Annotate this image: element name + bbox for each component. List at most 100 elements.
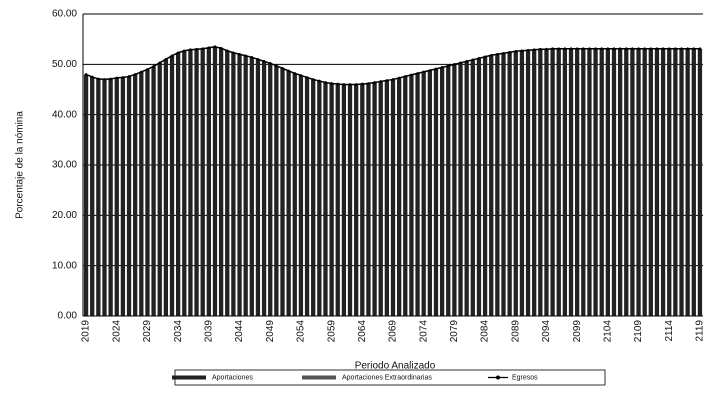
marker bbox=[354, 83, 358, 86]
marker bbox=[90, 75, 94, 79]
marker bbox=[268, 62, 272, 65]
bar bbox=[390, 79, 396, 316]
x-tick-label: 2109 bbox=[633, 320, 644, 343]
marker bbox=[532, 48, 536, 52]
bar bbox=[311, 79, 316, 316]
marker bbox=[416, 72, 419, 75]
bar bbox=[654, 48, 660, 316]
x-tick-label: 2059 bbox=[326, 320, 337, 343]
marker bbox=[250, 55, 254, 59]
marker bbox=[649, 47, 653, 51]
marker bbox=[385, 79, 389, 82]
x-tick-label: 2029 bbox=[142, 320, 153, 343]
marker bbox=[551, 47, 554, 51]
bar bbox=[403, 76, 408, 316]
marker bbox=[569, 47, 573, 51]
marker bbox=[195, 47, 198, 51]
x-axis-title: Periodo Analizado bbox=[355, 361, 436, 372]
bar bbox=[519, 50, 525, 316]
marker bbox=[575, 47, 579, 51]
x-tick-label: 2019 bbox=[81, 320, 92, 343]
bar bbox=[648, 48, 653, 316]
marker bbox=[330, 82, 333, 85]
bar bbox=[587, 48, 592, 316]
marker bbox=[446, 64, 450, 68]
marker bbox=[115, 76, 119, 80]
bar bbox=[139, 71, 144, 316]
bar bbox=[458, 62, 463, 316]
bar bbox=[667, 48, 672, 316]
bar bbox=[525, 50, 531, 317]
marker bbox=[496, 52, 499, 56]
bar bbox=[280, 68, 285, 316]
x-tick-label: 2114 bbox=[664, 320, 675, 342]
bar bbox=[427, 70, 432, 316]
bar bbox=[120, 77, 126, 316]
marker bbox=[674, 47, 677, 51]
marker bbox=[324, 81, 327, 84]
bar bbox=[550, 48, 555, 316]
bar bbox=[605, 48, 610, 316]
marker bbox=[612, 47, 616, 51]
marker bbox=[643, 47, 646, 51]
marker bbox=[127, 75, 131, 78]
x-tick-label: 2024 bbox=[111, 320, 122, 343]
bar bbox=[599, 48, 604, 316]
bar bbox=[83, 74, 89, 317]
marker bbox=[299, 74, 303, 77]
y-tick-label: 60.00 bbox=[52, 9, 77, 20]
marker bbox=[661, 47, 665, 51]
bar bbox=[446, 65, 451, 317]
marker bbox=[594, 47, 597, 51]
bar bbox=[90, 76, 95, 317]
bar bbox=[396, 77, 402, 316]
legend-swatch bbox=[496, 375, 500, 380]
bar bbox=[642, 48, 647, 316]
y-tick-label: 20.00 bbox=[52, 210, 77, 221]
marker bbox=[213, 45, 217, 49]
bar bbox=[225, 50, 230, 316]
bar bbox=[286, 70, 291, 316]
marker bbox=[109, 77, 112, 81]
marker bbox=[256, 58, 260, 61]
bar bbox=[513, 51, 518, 316]
marker bbox=[170, 54, 174, 58]
bar bbox=[593, 48, 598, 316]
bar bbox=[126, 76, 132, 316]
y-tick-label: 0.00 bbox=[58, 311, 78, 322]
marker bbox=[692, 47, 696, 51]
marker bbox=[403, 75, 407, 78]
bar bbox=[212, 46, 218, 316]
bar bbox=[237, 54, 242, 317]
marker bbox=[97, 77, 100, 81]
marker bbox=[281, 67, 284, 70]
marker bbox=[520, 49, 524, 53]
marker bbox=[563, 47, 567, 51]
marker bbox=[667, 47, 671, 51]
marker bbox=[311, 78, 315, 81]
bar bbox=[360, 83, 365, 316]
marker bbox=[133, 73, 137, 76]
bar bbox=[145, 69, 150, 316]
marker bbox=[637, 47, 640, 51]
bar bbox=[532, 49, 537, 317]
bar bbox=[261, 61, 267, 317]
bar bbox=[255, 59, 261, 317]
bar bbox=[274, 65, 279, 317]
bar bbox=[464, 61, 469, 317]
marker bbox=[361, 82, 364, 86]
bar bbox=[685, 48, 690, 316]
y-tick-label: 50.00 bbox=[52, 59, 77, 70]
bar bbox=[415, 73, 420, 316]
marker bbox=[502, 51, 505, 55]
marker bbox=[225, 49, 229, 53]
marker bbox=[539, 47, 542, 51]
x-tick-label: 2079 bbox=[449, 320, 460, 343]
y-axis-title: Porcentaje de la nómina bbox=[15, 111, 26, 219]
bar bbox=[329, 83, 334, 317]
marker bbox=[176, 51, 180, 55]
bar bbox=[489, 55, 494, 316]
bar bbox=[96, 78, 101, 317]
marker bbox=[680, 47, 683, 51]
